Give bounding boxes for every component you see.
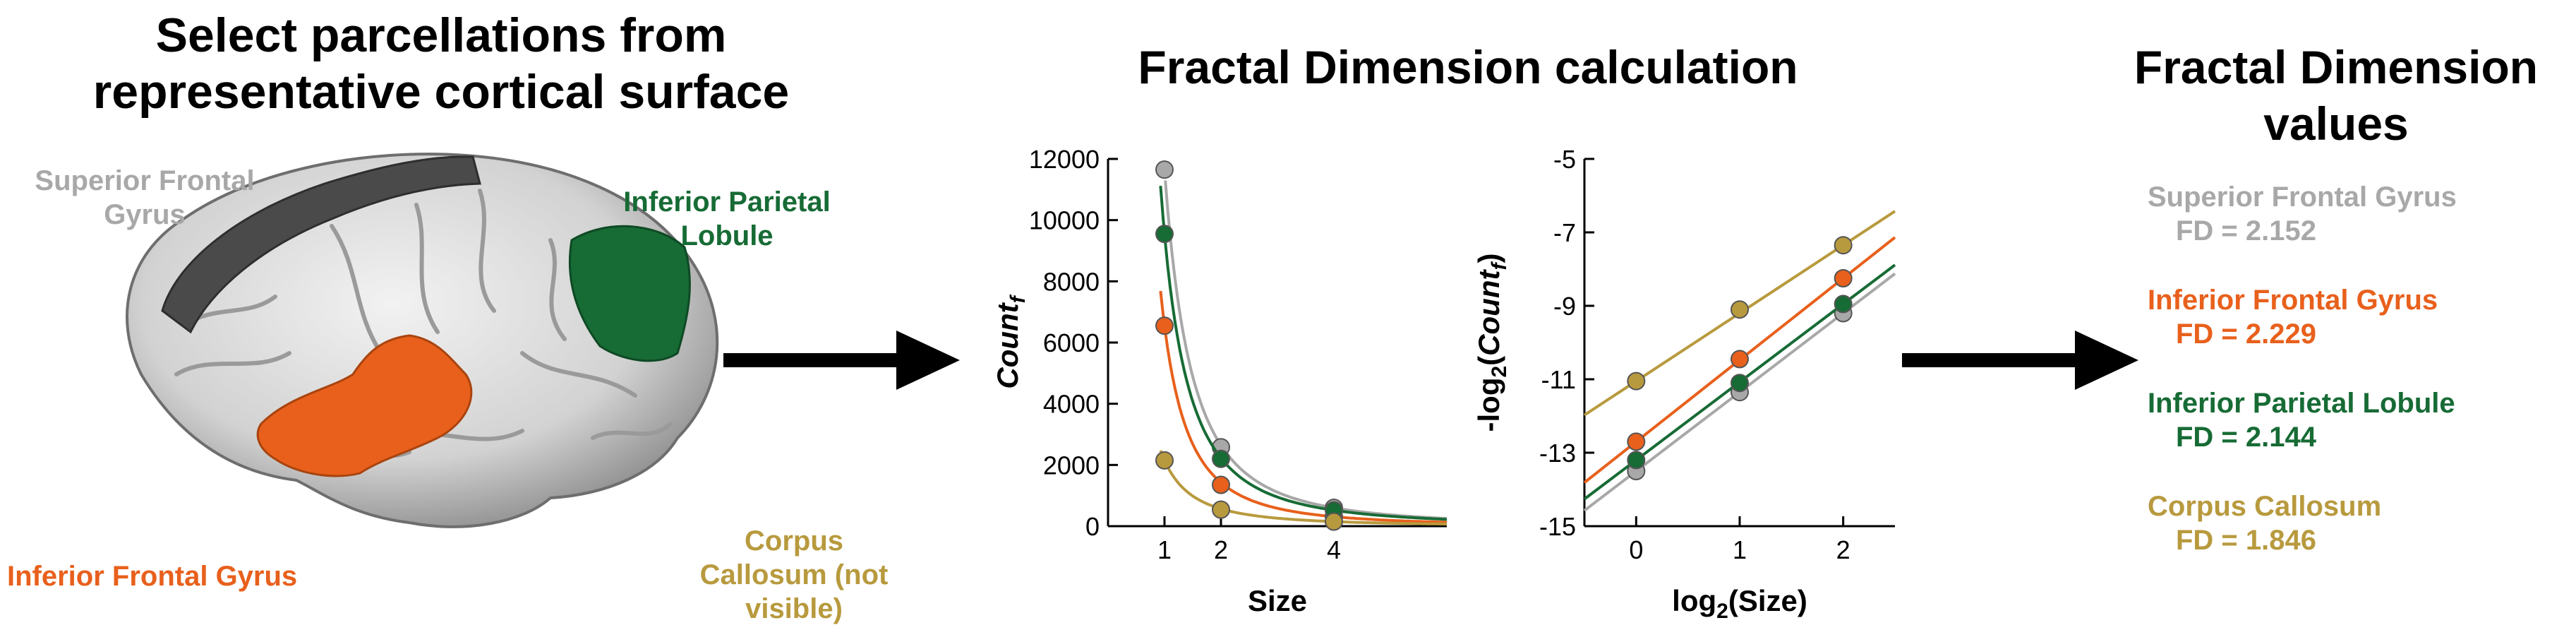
arrow-middle-to-right — [1902, 331, 2138, 390]
x-axis-label: log2(Size) — [1672, 584, 1807, 623]
fd-entry-name: Inferior Parietal Lobule — [2148, 388, 2455, 419]
fd-entry-sfg: Superior Frontal Gyrus FD = 2.152 — [2148, 180, 2571, 248]
y-tick-label: 2000 — [1043, 451, 1100, 480]
label-inferior-parietal-lobule: Inferior Parietal Lobule — [623, 186, 831, 251]
fit-curve-ipl — [1159, 185, 1448, 521]
y-tick-label: -5 — [1553, 145, 1576, 174]
y-tick-label: -7 — [1553, 218, 1576, 247]
left-panel-title: Select parcellations from representative… — [92, 8, 790, 119]
brain-surface-image — [126, 153, 719, 528]
x-tick-label: 2 — [1836, 535, 1850, 564]
chart-count-vs-size: 0 2000 4000 6000 8000 10000 12000 1 2 4 Size Countf — [991, 145, 1448, 617]
y-axis-label: Countf — [991, 294, 1030, 388]
data-point-ipl — [1212, 449, 1230, 468]
y-axis-label: -log2(Countf) — [1472, 254, 1511, 432]
label-corpus-callosum: Corpus Callosum (not visible) — [699, 525, 889, 624]
middle-panel-title: Fractal Dimension calculation — [1138, 41, 1798, 93]
arrow-left-to-middle — [723, 331, 960, 390]
x-tick-label: 2 — [1214, 535, 1228, 564]
y-tick-label: 4000 — [1043, 390, 1100, 419]
data-point-cc — [1155, 451, 1174, 470]
y-tick-label: -15 — [1539, 512, 1576, 541]
x-tick-label: 1 — [1733, 535, 1747, 564]
fd-values-list: Superior Frontal Gyrus FD = 2.152 Inferi… — [2148, 180, 2571, 557]
data-point-sfg — [1155, 160, 1174, 179]
data-point-ipl — [1155, 225, 1174, 244]
y-tick-label: -11 — [1541, 365, 1576, 394]
x-axis-label: Size — [1248, 584, 1307, 617]
data-point-ifg — [1212, 475, 1230, 494]
data-point-cc — [1834, 236, 1853, 255]
data-point-cc — [1627, 371, 1646, 391]
inferior-parietal-lobule-region — [568, 225, 691, 362]
superior-frontal-gyrus-region — [161, 155, 481, 334]
data-point-ifg — [1155, 316, 1174, 335]
y-tick-label: 10000 — [1029, 206, 1100, 235]
label-superior-frontal-gyrus: Superior Frontal Gyrus — [35, 165, 255, 230]
fd-entry-value: FD = 2.144 — [2176, 422, 2317, 453]
y-tick-label: 12000 — [1029, 145, 1100, 174]
data-point-cc — [1212, 500, 1230, 519]
fd-entry-value: FD = 1.846 — [2176, 525, 2317, 556]
chart-log-count-vs-log-size: -5 -7 -9 -11 -13 -15 0 1 2 log2(Size) -log2(Countf… — [1472, 145, 1896, 623]
y-tick-label: 8000 — [1043, 267, 1100, 296]
fd-entry-value: FD = 2.229 — [2176, 319, 2317, 350]
label-inferior-frontal-gyrus: Inferior Frontal Gyrus — [7, 561, 298, 592]
data-point-ifg — [1834, 269, 1853, 287]
y-tick-label: 0 — [1085, 512, 1100, 541]
fit-curve-ifg — [1159, 290, 1448, 524]
data-point-cc — [1731, 300, 1749, 319]
data-point-ipl — [1834, 295, 1853, 314]
x-tick-label: 0 — [1629, 535, 1643, 564]
x-tick-label: 4 — [1327, 535, 1341, 564]
data-point-cc — [1325, 512, 1343, 531]
fit-curve-cc — [1159, 450, 1447, 525]
y-tick-label: -13 — [1539, 439, 1576, 468]
y-tick-label: 6000 — [1043, 328, 1100, 357]
right-panel-title: Fractal Dimension values — [2133, 41, 2539, 150]
x-tick-label: 1 — [1157, 535, 1172, 564]
fd-entry-name: Superior Frontal Gyrus — [2148, 182, 2457, 213]
fd-entry-name: Corpus Callosum — [2148, 491, 2382, 522]
fd-entry-ipl: Inferior Parietal Lobule FD = 2.144 — [2148, 386, 2571, 454]
fd-entry-ifg: Inferior Frontal Gyrus FD = 2.229 — [2148, 283, 2571, 351]
inferior-frontal-gyrus-region — [256, 334, 473, 477]
y-tick-label: -9 — [1553, 292, 1576, 321]
fd-entry-value: FD = 2.152 — [2176, 215, 2317, 246]
fd-entry-cc: Corpus Callosum FD = 1.846 — [2148, 489, 2571, 557]
fd-entry-name: Inferior Frontal Gyrus — [2148, 285, 2438, 316]
data-point-ifg — [1627, 432, 1646, 451]
data-point-ipl — [1731, 374, 1749, 393]
data-point-ipl — [1627, 451, 1646, 470]
data-point-ifg — [1731, 350, 1749, 369]
